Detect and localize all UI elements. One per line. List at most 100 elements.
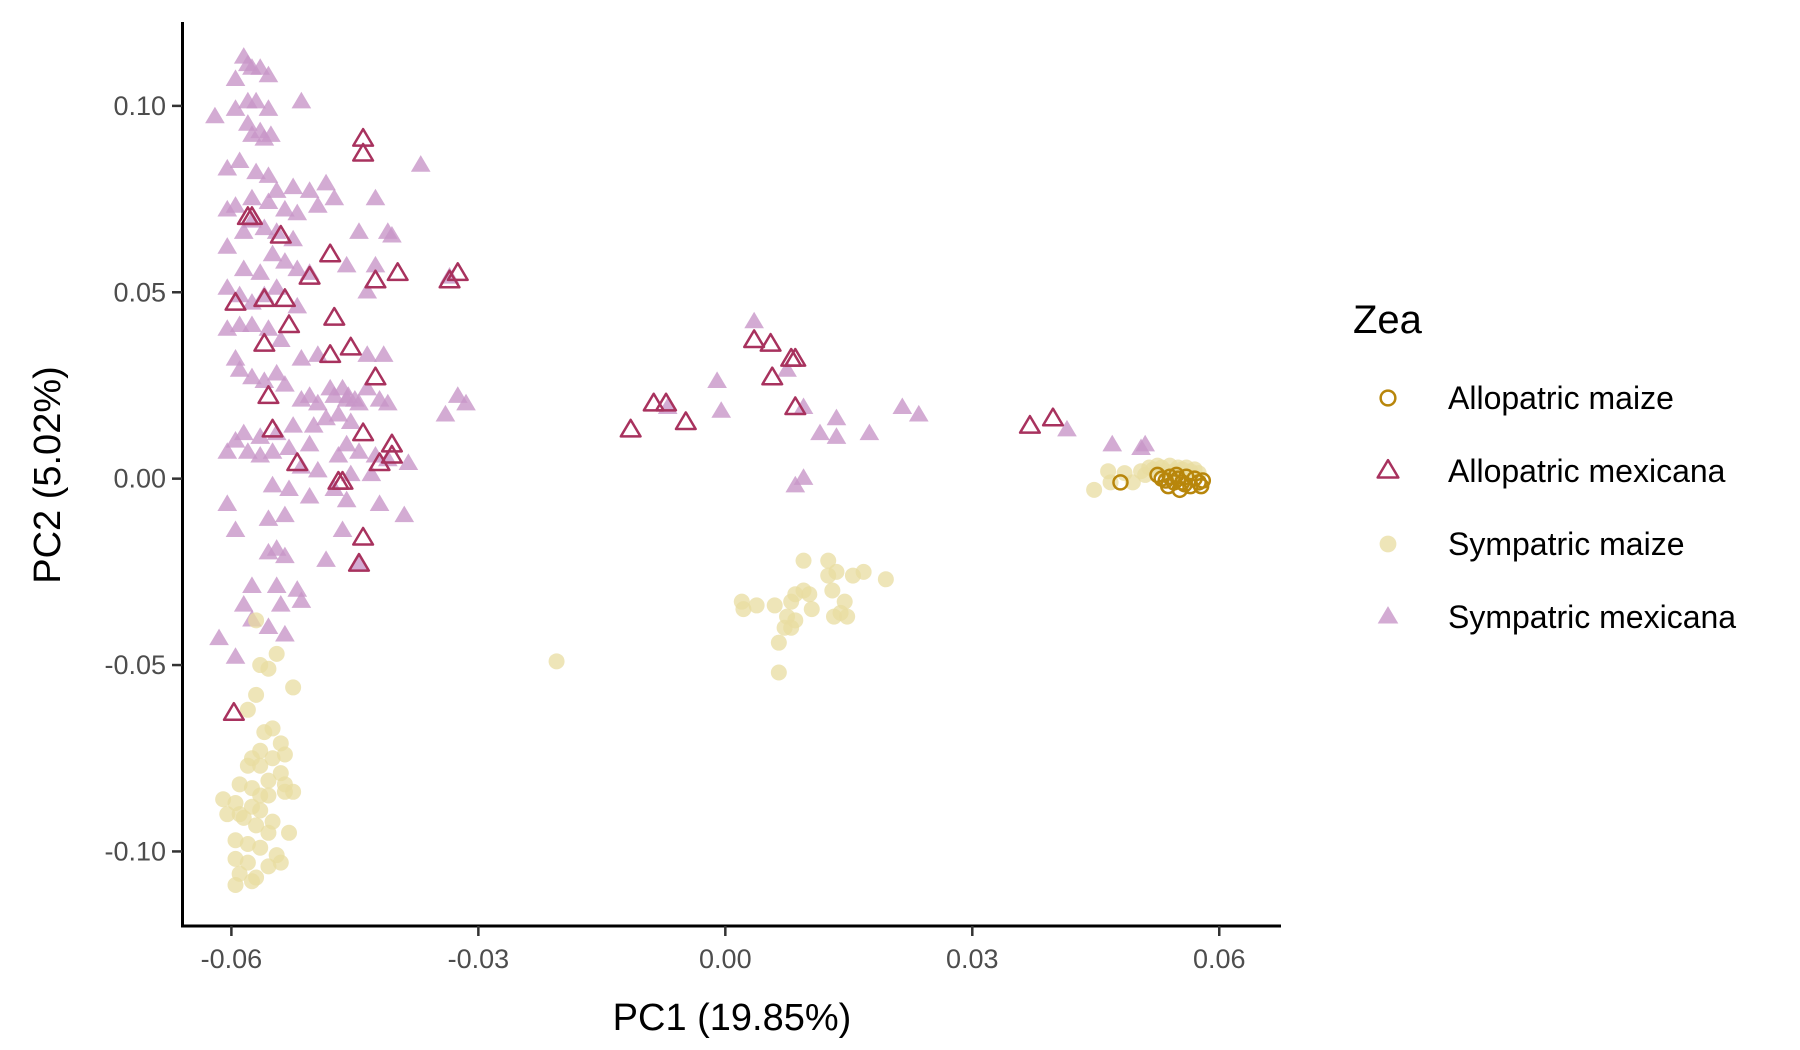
- data-point: [1086, 481, 1103, 498]
- data-point: [303, 416, 324, 433]
- data-point: [347, 552, 371, 572]
- data-point: [349, 442, 369, 459]
- data-point: [209, 628, 229, 646]
- data-point: [272, 854, 289, 871]
- x-tick-label: -0.03: [448, 944, 510, 974]
- data-point: [222, 701, 245, 721]
- data-point: [231, 776, 248, 793]
- data-point: [229, 315, 250, 333]
- data-point: [1159, 477, 1177, 495]
- data-point: [217, 278, 238, 295]
- data-point: [759, 332, 782, 352]
- data-point: [262, 442, 283, 459]
- y-axis-title: PC2 (5.02%): [27, 366, 69, 584]
- data-point: [258, 319, 279, 336]
- data-point: [357, 345, 378, 362]
- data-point: [855, 563, 872, 580]
- data-point: [243, 873, 260, 890]
- data-point: [248, 686, 265, 703]
- data-point: [250, 427, 271, 444]
- data-point: [227, 832, 244, 849]
- data-point: [242, 188, 262, 206]
- legend-label: Allopatric mexicana: [1448, 453, 1726, 489]
- data-point: [836, 593, 853, 610]
- data-point: [252, 839, 269, 856]
- data-point: [242, 576, 262, 593]
- data-point: [261, 418, 284, 438]
- data-point: [352, 526, 375, 546]
- data-point: [242, 367, 262, 385]
- data-point: [276, 776, 293, 793]
- legend-title: Zea: [1353, 298, 1423, 342]
- data-point: [239, 854, 256, 871]
- data-point: [642, 392, 665, 412]
- data-point: [349, 393, 369, 411]
- y-axis-ticks: -0.10 -0.05 0.00 0.05 0.10: [104, 91, 182, 866]
- data-point: [264, 720, 281, 737]
- data-point: [287, 580, 308, 597]
- data-point: [369, 494, 390, 511]
- data-point: [275, 624, 295, 642]
- data-point: [277, 314, 301, 334]
- data-point: [238, 442, 258, 459]
- data-point: [339, 336, 362, 356]
- data-point: [336, 490, 357, 508]
- data-point: [279, 479, 299, 497]
- data-point: [357, 281, 378, 299]
- data-point: [262, 475, 283, 493]
- data-point: [386, 262, 409, 282]
- data-point: [224, 291, 247, 311]
- data-point: [252, 657, 269, 674]
- x-tick-label: 0.06: [1193, 944, 1246, 974]
- data-point: [219, 806, 236, 823]
- data-point: [225, 69, 246, 86]
- data-point: [252, 802, 269, 819]
- data-point: [801, 586, 818, 603]
- legend-item: Allopatric mexicana: [1376, 453, 1726, 489]
- data-point: [291, 591, 312, 608]
- data-point: [316, 408, 336, 426]
- data-point: [1124, 474, 1141, 491]
- data-point: [770, 634, 787, 651]
- data-point: [784, 347, 807, 367]
- data-point: [777, 360, 797, 377]
- data-point: [285, 679, 302, 696]
- data-point: [239, 701, 256, 718]
- data-point: [275, 546, 295, 564]
- data-point: [227, 876, 244, 893]
- data-point: [258, 65, 279, 83]
- data-point: [275, 505, 295, 523]
- data-point: [275, 199, 295, 217]
- data-point: [1057, 419, 1077, 437]
- data-point: [217, 199, 238, 217]
- data-point: [787, 612, 804, 629]
- series-allopatric-mexicana: [222, 127, 1065, 721]
- data-point: [275, 252, 295, 269]
- data-point: [266, 576, 287, 593]
- y-tick-label: -0.10: [104, 836, 166, 866]
- data-point: [257, 385, 280, 405]
- data-point: [761, 366, 784, 386]
- data-point: [254, 218, 275, 236]
- data-point: [826, 427, 847, 444]
- x-tick-label: -0.06: [201, 944, 263, 974]
- data-point: [748, 597, 765, 614]
- data-point: [270, 330, 291, 347]
- x-axis-title: PC1 (19.85%): [613, 997, 852, 1039]
- data-point: [824, 582, 841, 599]
- data-point: [707, 371, 727, 388]
- data-point: [205, 106, 225, 124]
- data-point: [394, 505, 415, 523]
- data-point: [327, 470, 350, 490]
- data-point: [1018, 414, 1041, 434]
- data-point: [266, 363, 287, 381]
- x-tick-label: 0.00: [699, 944, 752, 974]
- data-point: [324, 188, 345, 206]
- x-axis-ticks: -0.06 -0.03 0.00 0.03 0.06: [201, 926, 1246, 974]
- data-point: [380, 444, 404, 464]
- legend-item: Allopatric maize: [1379, 380, 1674, 416]
- data-point: [258, 617, 279, 634]
- data-point: [258, 99, 279, 116]
- data-point: [270, 595, 291, 612]
- data-point: [248, 817, 265, 834]
